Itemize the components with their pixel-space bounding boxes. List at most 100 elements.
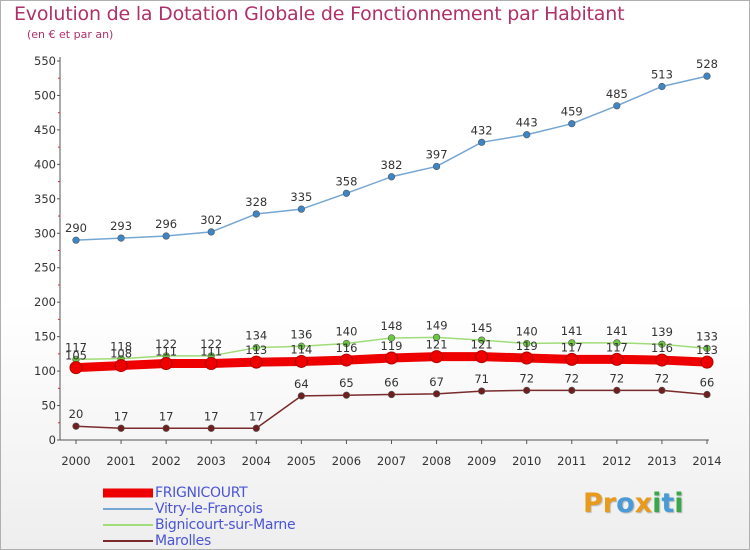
data-label: 17 — [249, 409, 264, 423]
data-label: 139 — [651, 325, 673, 339]
data-point — [342, 339, 351, 348]
data-label: 145 — [471, 321, 493, 335]
data-labels-layer: 105 108 111 111 113 114 116 119 121 121 119 117 117 1… — [65, 57, 718, 423]
data-point — [613, 102, 621, 110]
x-tick-label: 2004 — [242, 454, 271, 468]
x-tick-label: 2008 — [422, 454, 451, 468]
y-tick-label: 400 — [34, 157, 56, 171]
data-point — [613, 339, 621, 347]
y-tick-label: 100 — [34, 364, 56, 378]
data-point — [430, 350, 444, 364]
data-label: 71 — [474, 372, 489, 386]
data-point — [252, 210, 260, 218]
data-label: 116 — [335, 341, 357, 355]
x-tick-label: 2012 — [602, 454, 631, 468]
data-label: 17 — [204, 409, 219, 423]
chart-title: Evolution de la Dotation Globale de Fonc… — [14, 3, 625, 25]
logo-letter: i — [674, 488, 684, 519]
data-label: 121 — [471, 338, 493, 352]
y-tick-label: 450 — [34, 123, 56, 137]
data-label: 140 — [335, 325, 357, 339]
data-point — [655, 353, 669, 367]
legend-label: Marolles — [155, 533, 211, 549]
data-point — [252, 344, 260, 352]
data-point — [610, 352, 624, 366]
data-label: 443 — [516, 116, 538, 130]
data-label: 335 — [290, 190, 312, 204]
data-label: 117 — [606, 340, 628, 354]
data-label: 17 — [114, 409, 129, 423]
x-tick-label: 2009 — [467, 454, 496, 468]
data-point — [387, 173, 396, 181]
chart-subtitle: (en € et par an) — [27, 28, 114, 41]
data-label: 113 — [245, 343, 267, 357]
data-label: 485 — [606, 87, 628, 101]
legend-label: Bignicourt-sur-Marne — [155, 517, 296, 533]
data-point — [475, 350, 489, 364]
data-point — [432, 333, 441, 341]
data-label: 122 — [155, 337, 177, 351]
data-point — [700, 355, 714, 369]
data-point — [297, 392, 305, 400]
y-tick-label: 0 — [49, 433, 56, 447]
data-point — [568, 386, 576, 394]
data-label: 119 — [516, 339, 538, 353]
y-tick-label: 250 — [34, 261, 56, 275]
x-tick-label: 2001 — [106, 454, 135, 468]
data-label: 513 — [651, 67, 673, 81]
data-label: 111 — [155, 345, 177, 359]
data-label: 72 — [519, 371, 534, 385]
data-label: 432 — [471, 123, 493, 137]
x-tick-label: 2000 — [61, 454, 90, 468]
data-label: 397 — [426, 147, 448, 161]
legend-item-vitry: Vitry-le-François — [103, 501, 295, 517]
data-point — [204, 357, 218, 371]
data-point — [69, 361, 83, 375]
data-point — [703, 390, 711, 399]
data-point — [658, 82, 666, 91]
data-point — [523, 339, 531, 348]
data-label: 65 — [339, 376, 354, 390]
data-label: 17 — [159, 409, 174, 423]
data-point — [294, 354, 308, 368]
data-point — [478, 387, 486, 395]
data-point — [114, 359, 128, 373]
data-point — [565, 352, 579, 366]
data-point — [385, 351, 398, 365]
data-point — [297, 342, 305, 350]
x-tick-label: 2002 — [152, 454, 181, 468]
data-point — [432, 390, 441, 398]
axes: 0 50 100 150 200 250 300 350 400 450 500 550 2000 200… — [34, 54, 722, 468]
data-label: 72 — [610, 371, 625, 385]
x-tick-label: 2011 — [557, 454, 586, 468]
data-point — [342, 391, 351, 399]
data-label: 66 — [384, 376, 399, 390]
x-tick-label: 2014 — [692, 454, 721, 468]
data-point — [613, 386, 621, 394]
logo-letter: i — [652, 488, 662, 519]
data-label: 149 — [426, 318, 448, 332]
legend-swatch — [103, 508, 153, 510]
data-point — [520, 351, 534, 365]
y-tick-label: 350 — [34, 192, 56, 206]
data-point — [117, 234, 125, 242]
data-label: 296 — [155, 217, 177, 231]
data-label: 121 — [426, 338, 448, 352]
data-label: 66 — [700, 376, 715, 390]
data-point — [478, 138, 486, 146]
data-label: 116 — [651, 341, 673, 355]
data-label: 72 — [564, 371, 579, 385]
x-tick-label: 2006 — [332, 454, 361, 468]
data-label: 133 — [696, 329, 718, 343]
x-tick-label: 2010 — [512, 454, 541, 468]
y-tick-label: 50 — [41, 399, 56, 413]
series-layer — [69, 72, 714, 432]
data-label: 382 — [381, 158, 403, 172]
data-label: 141 — [561, 324, 583, 338]
data-label: 67 — [429, 375, 444, 389]
data-point — [478, 336, 486, 344]
data-label: 290 — [65, 221, 87, 235]
y-tick-label: 550 — [34, 54, 56, 68]
data-label: 293 — [110, 219, 132, 233]
data-point — [703, 344, 711, 352]
